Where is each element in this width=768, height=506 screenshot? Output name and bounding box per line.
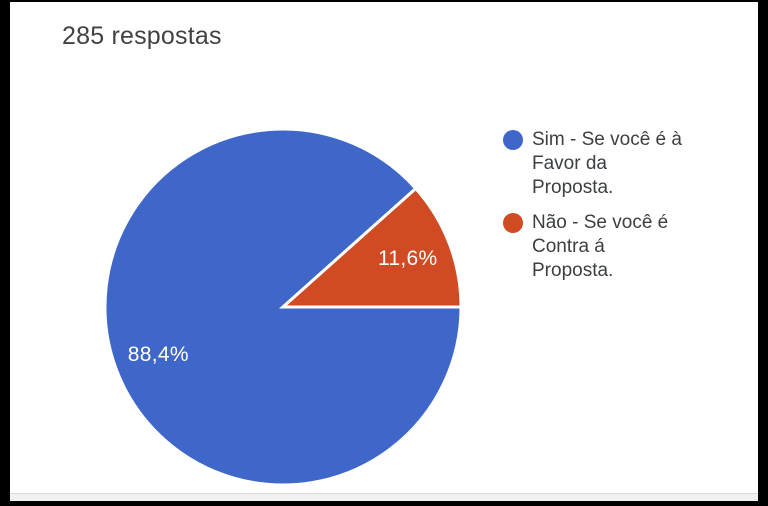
legend-label-nao: Não - Se você é Contra á Proposta.	[532, 211, 668, 283]
page-title: 285 respostas	[62, 22, 222, 50]
legend-line: Favor da	[532, 153, 607, 174]
legend-line: Sim - Se você é à	[532, 129, 682, 150]
legend-line: Contra á	[532, 236, 605, 257]
legend-label-sim: Sim - Se você é à Favor da Proposta.	[532, 128, 682, 200]
legend-line: Proposta.	[532, 260, 614, 281]
legend-dot-nao	[503, 213, 523, 233]
legend: Sim - Se você é à Favor da Proposta. Não…	[503, 128, 682, 283]
pie-slice-1	[279, 186, 463, 309]
footer-strip	[10, 493, 758, 501]
legend-item-sim: Sim - Se você é à Favor da Proposta.	[503, 128, 682, 200]
chart-card: 285 respostas 88,4% 11,6% Sim - Se você …	[10, 2, 758, 493]
pie-chart	[103, 127, 463, 487]
pie-chart-container	[102, 126, 464, 488]
slice-label-0: 88,4%	[127, 342, 189, 366]
legend-dot-sim	[503, 130, 523, 150]
legend-item-nao: Não - Se você é Contra á Proposta.	[503, 211, 682, 283]
legend-line: Proposta.	[532, 177, 614, 198]
slice-label-1: 11,6%	[377, 247, 438, 271]
legend-line: Não - Se você é	[532, 212, 669, 233]
